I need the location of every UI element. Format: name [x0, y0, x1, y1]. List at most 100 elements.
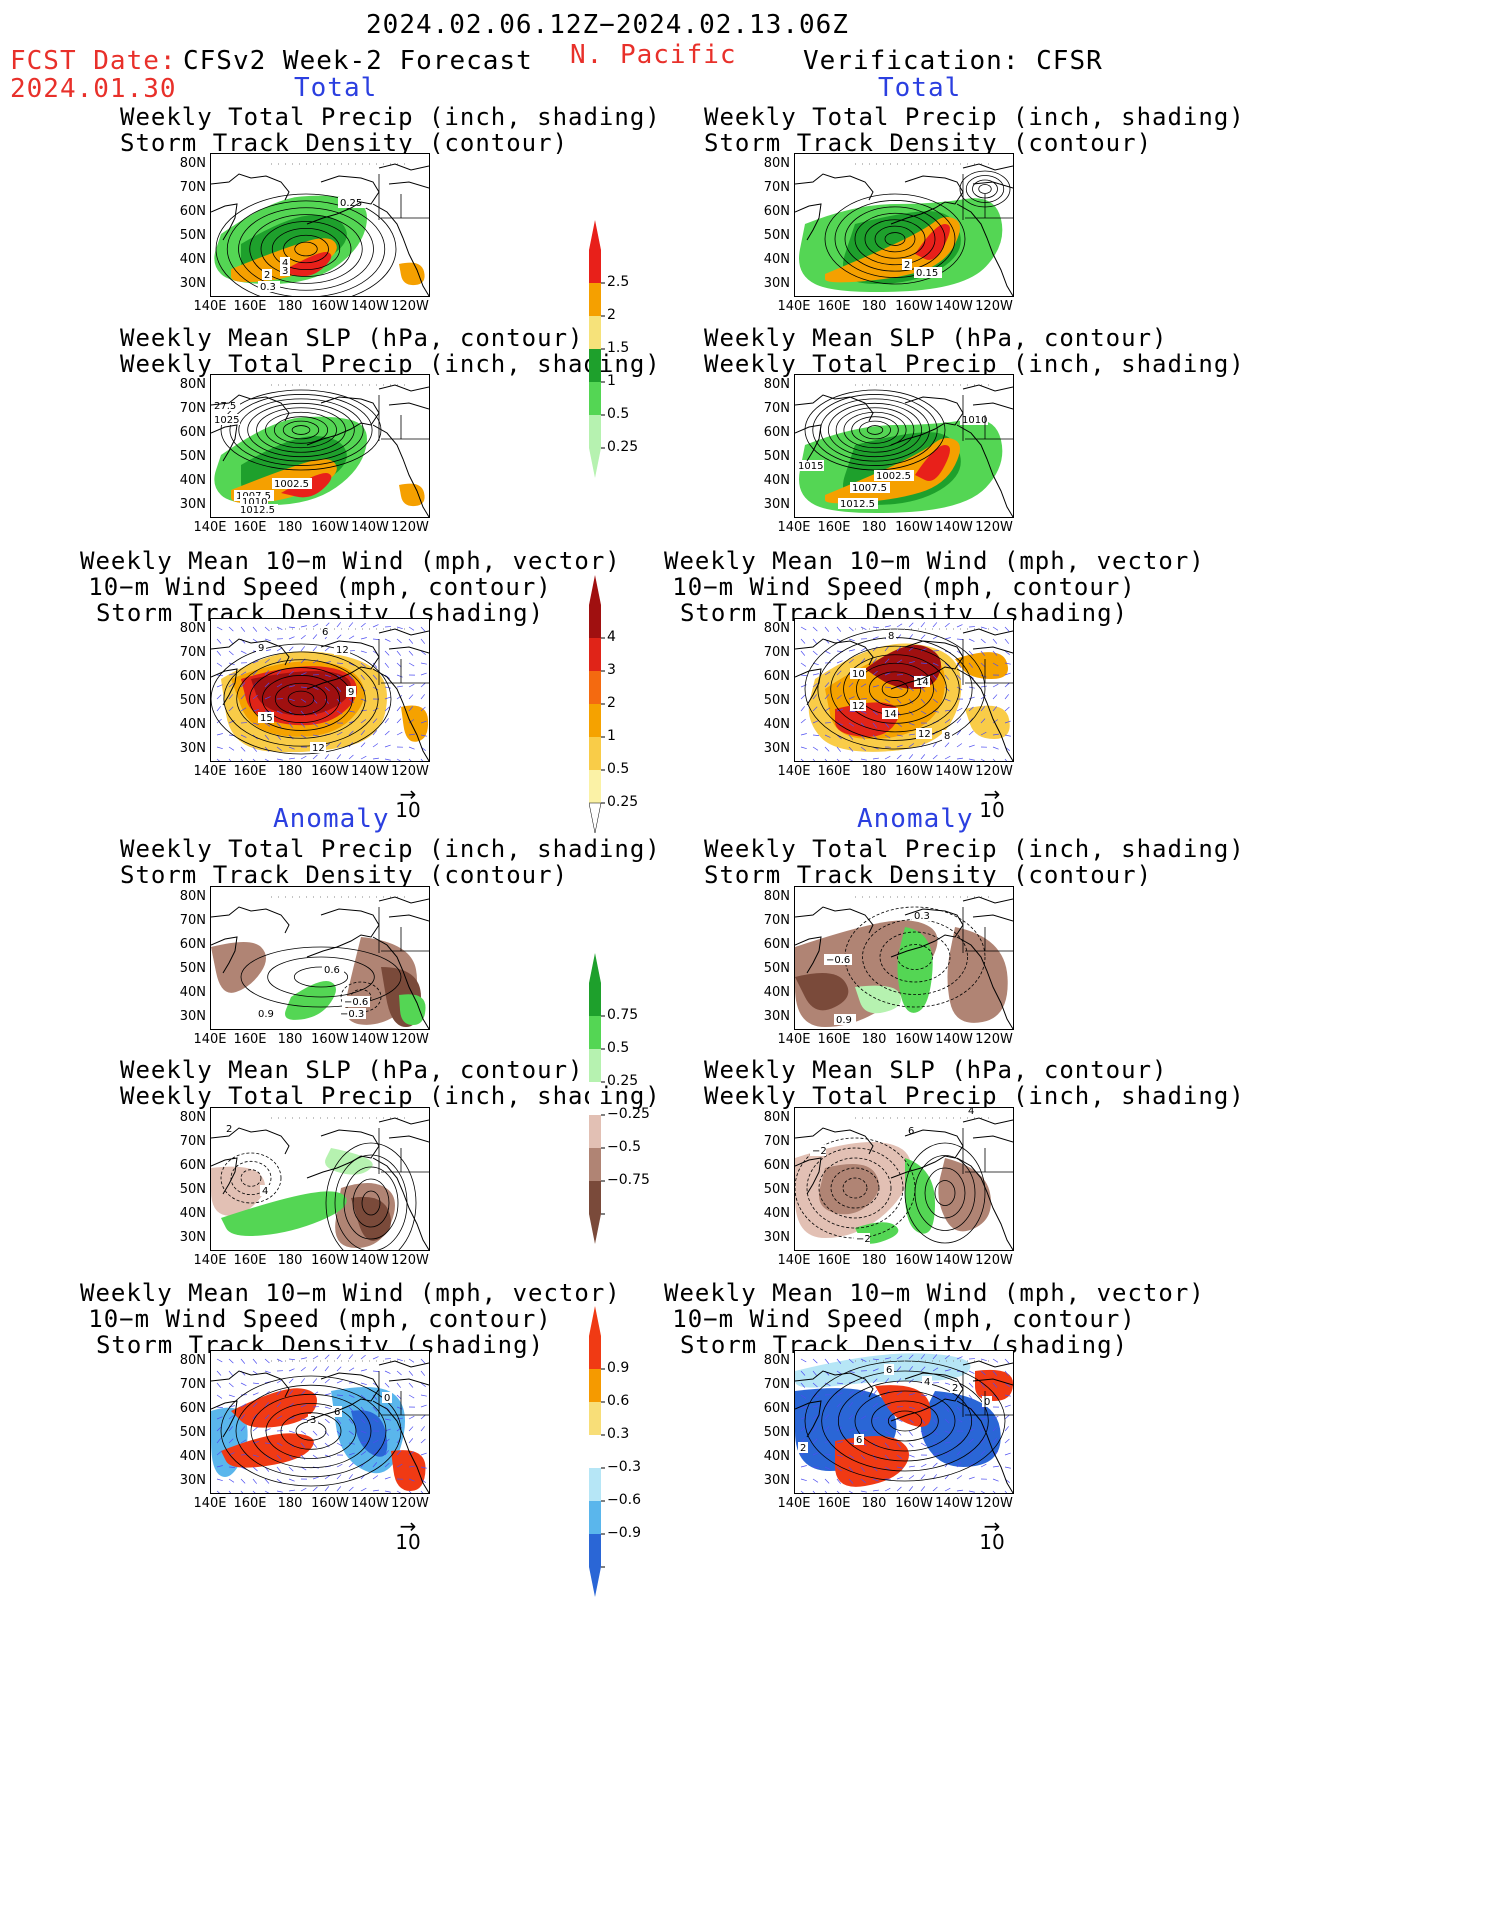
lon-label: 140E — [777, 764, 811, 779]
map-canvas: 0.6 −0.6−0.3 0.9 — [211, 896, 429, 1029]
shading-region — [897, 927, 933, 1013]
contour-label: 0.9 — [258, 1009, 274, 1020]
title-line: Weekly Mean 10−m Wind (mph, vector) — [80, 1279, 621, 1307]
lon-label: 140E — [193, 520, 227, 535]
lon-label: 140E — [193, 764, 227, 779]
colorbar-segment — [589, 1049, 601, 1082]
lat-label: 80N — [179, 1110, 206, 1125]
lon-label: 160E — [233, 764, 267, 779]
contour-label: 1012.5 — [840, 499, 875, 510]
contour-lines — [220, 389, 382, 471]
title-line: Storm Track Density (contour) — [120, 861, 569, 889]
contour-label-bg — [238, 504, 278, 515]
colorbar-arrow-top — [589, 1306, 601, 1336]
lon-label: 160W — [895, 764, 933, 779]
lat-label: 40N — [179, 1449, 206, 1464]
lon-label: 140W — [351, 520, 389, 535]
shading-region — [399, 262, 425, 286]
lat-label: 60N — [179, 1401, 206, 1416]
title-line: 10−m Wind Speed (mph, contour) — [672, 573, 1136, 601]
panel-title-total-wind-storm-verif: Weekly Mean 10−m Wind (mph, vector) 10−m… — [664, 548, 1204, 626]
map-total-precip-storm-fcst: 0.25 4 3 2 0.3 — [210, 153, 430, 297]
section-anomaly-right: Anomaly — [857, 804, 974, 834]
colorbar-anom-precip: 0.75 0.5 0.25 −0.25 −0.5 −0.75 — [589, 953, 650, 1248]
lon-label: 180 — [277, 299, 303, 314]
lat-label: 70N — [179, 913, 206, 928]
colorbar-arrow-bottom — [589, 1567, 601, 1597]
colorbar-label: 2 — [607, 307, 616, 323]
contour-label-bg — [256, 642, 266, 653]
lon-label: 120W — [391, 1032, 429, 1047]
contour-label-bg — [258, 281, 280, 292]
colorbar-segment — [589, 1468, 601, 1501]
lat-label: 70N — [179, 1134, 206, 1149]
panel-title-anom-slp-precip-fcst: Weekly Mean SLP (hPa, contour) Weekly To… — [120, 1056, 660, 1109]
lat-label: 30N — [763, 1009, 790, 1024]
lat-label: 80N — [763, 156, 790, 171]
lat-label: 50N — [763, 1425, 790, 1440]
lon-label: 120W — [391, 520, 429, 535]
panel-title-anom-wind-storm-fcst: Weekly Mean 10−m Wind (mph, vector) 10−m… — [80, 1279, 621, 1358]
lon-label: 140E — [193, 1496, 227, 1511]
lat-label: 80N — [763, 621, 790, 636]
contour-label: 1010 — [242, 497, 267, 508]
colorbar-segment — [589, 250, 601, 283]
colorbar-segment — [589, 704, 601, 737]
colorbar-label: −0.5 — [607, 1139, 641, 1155]
contour-label: 0.3 — [260, 282, 276, 293]
colorbar-segment — [589, 1016, 601, 1049]
colorbar-label: 0.9 — [607, 1360, 630, 1376]
map-anom-precip-storm-fcst: 0.6 −0.6 −0.3 0.9 — [210, 886, 430, 1030]
map-total-precip-storm-verif: 2 0.15 — [794, 153, 1014, 297]
lat-label: 50N — [763, 228, 790, 243]
lat-label: 50N — [763, 961, 790, 976]
lon-label: 160E — [233, 1032, 267, 1047]
lon-label: 120W — [975, 299, 1013, 314]
contour-label: 2 — [800, 1443, 806, 1454]
coastline — [795, 163, 1013, 296]
contour-label: 15 — [260, 713, 273, 724]
colorbar-label: 0.75 — [607, 1007, 639, 1023]
shading-region — [221, 1433, 314, 1468]
lon-label: 160W — [895, 1032, 933, 1047]
arrow-right-icon: → — [983, 1514, 1001, 1538]
lat-label: 40N — [763, 985, 790, 1000]
wind-vectors — [800, 622, 1011, 761]
title-line: Weekly Total Precip (inch, shading) — [704, 835, 1245, 863]
shading-region — [231, 1388, 317, 1428]
colorbar-segment — [589, 1082, 601, 1115]
shading-region — [965, 705, 1010, 739]
title-line: Weekly Total Precip (inch, shading) — [704, 1082, 1245, 1110]
colorbar-label: 2 — [607, 695, 616, 711]
contour-label-bg — [884, 1364, 894, 1375]
lon-label: 140W — [935, 299, 973, 314]
colorbar-arrow-bottom — [589, 1214, 601, 1244]
section-anomaly-left: Anomaly — [273, 804, 390, 834]
lon-label: 160W — [311, 1032, 349, 1047]
contour-label-bg — [798, 1442, 808, 1453]
contour-lines — [215, 193, 397, 296]
shading-region — [285, 981, 336, 1020]
map-total-wind-storm-fcst: 6 9 12 9 15 12 — [210, 618, 430, 762]
lat-label: 70N — [763, 401, 790, 416]
contour-lines — [844, 906, 986, 1008]
lat-label: 50N — [179, 961, 206, 976]
lon-label: 140E — [777, 1253, 811, 1268]
lat-label: 30N — [763, 1473, 790, 1488]
contour-label: −0.6 — [826, 955, 850, 966]
title-line: 10−m Wind Speed (mph, contour) — [672, 1305, 1136, 1333]
contour-label: 0.9 — [836, 1015, 852, 1026]
contour-label-bg — [240, 496, 268, 507]
lon-label: 180 — [861, 1496, 887, 1511]
title-line: Storm Track Density (contour) — [704, 129, 1153, 157]
contour-label-bg — [834, 1014, 856, 1025]
lat-label: 70N — [763, 180, 790, 195]
contour-label-bg — [796, 460, 824, 471]
colorbar-segment — [589, 1402, 601, 1435]
colorbar-label: 0.5 — [607, 1040, 630, 1056]
shading-region — [947, 927, 1008, 1023]
lon-label: 140E — [777, 299, 811, 314]
contour-label: 0.3 — [914, 911, 930, 922]
title-line: Weekly Mean SLP (hPa, contour) — [120, 1056, 584, 1084]
